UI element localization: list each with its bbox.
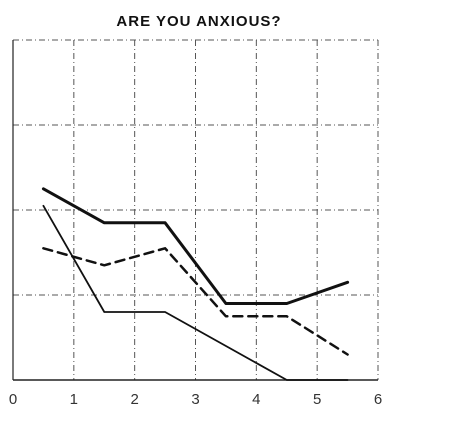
x-tick-label: 4 <box>252 391 260 408</box>
chart-title: ARE YOU ANXIOUS? <box>116 13 281 30</box>
x-tick-label: 5 <box>313 391 321 408</box>
x-tick-label: 1 <box>70 391 78 408</box>
x-tick-label: 3 <box>191 391 199 408</box>
series-line-dashed <box>42 247 349 356</box>
x-tick-label: 6 <box>374 391 382 408</box>
grid <box>12 39 379 380</box>
x-tick-label: 2 <box>130 391 138 408</box>
x-tick-label: 0 <box>9 391 17 408</box>
series-line-thin-solid <box>42 204 349 381</box>
series-lines <box>41 187 350 381</box>
series-line-thick-solid <box>41 187 350 305</box>
x-tick-labels: 0 1 2 3 4 5 6 <box>9 391 382 408</box>
